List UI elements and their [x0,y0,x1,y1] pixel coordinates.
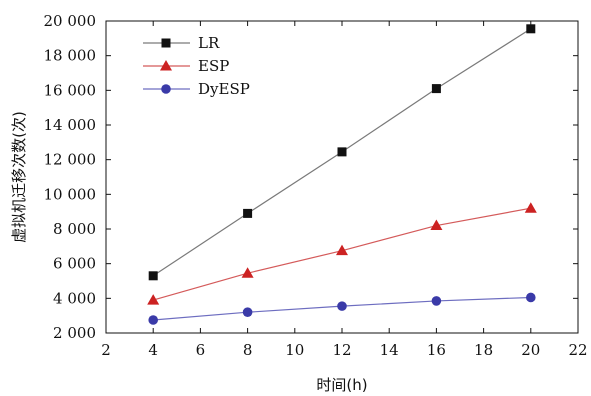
x-tick-label: 16 [427,341,446,359]
data-point-lr [337,147,347,157]
y-tick-label: 6 000 [53,255,96,273]
plot-frame [105,20,579,334]
series-layer [147,24,537,325]
data-point-dyesp [148,315,158,325]
y-tick-label: 20 000 [44,12,97,30]
x-tick-label: 18 [474,341,493,359]
data-point-esp [524,202,537,213]
y-axis-title: 虚拟机迁移次数(次) [10,111,28,243]
legend-marker-lr [161,38,171,48]
y-tick-label: 14 000 [44,116,97,134]
y-tick-label: 16 000 [44,81,97,99]
x-tick-label: 8 [243,341,253,359]
legend-marker-dyesp [161,84,171,94]
y-tick-label: 10 000 [44,185,97,203]
x-tick-label: 14 [380,341,399,359]
legend-label-dyesp: DyESP [198,80,250,98]
data-point-esp [336,244,348,256]
data-point-dyesp [242,307,253,318]
data-point-dyesp [337,301,347,311]
legend-label-esp: ESP [198,57,229,75]
legend: LR ESP DyESP [143,34,250,98]
data-point-dyesp [431,296,442,306]
data-point-dyesp [526,292,536,303]
y-tick-label: 8 000 [53,220,96,238]
data-point-esp [147,294,160,305]
y-tick-label: 12 000 [44,151,97,169]
legend-marker-esp [160,60,172,71]
x-tick-label: 2 [101,341,111,359]
y-tick-label: 2 000 [53,324,96,342]
y-tick-label: 18 000 [44,47,97,65]
data-point-lr [431,84,441,94]
x-axis-ticks: 2 4 6 8 10 12 14 16 18 20 22 [101,21,588,359]
data-point-esp [241,267,254,278]
y-axis-ticks: 2 000 4 000 6 000 8 000 10 000 12 000 14 000 16… [44,12,578,342]
y-tick-label: 4 000 [53,289,96,307]
data-point-esp [430,219,443,231]
data-point-lr [243,208,253,218]
x-tick-label: 6 [196,341,206,359]
x-tick-label: 12 [332,341,351,359]
x-axis-title: 时间(h) [316,376,367,394]
legend-label-lr: LR [198,34,220,52]
x-tick-label: 4 [148,341,158,359]
x-tick-label: 22 [568,341,587,359]
x-tick-label: 10 [285,341,304,359]
data-point-lr [148,271,158,281]
data-point-lr [526,24,536,34]
x-tick-label: 20 [521,341,540,359]
